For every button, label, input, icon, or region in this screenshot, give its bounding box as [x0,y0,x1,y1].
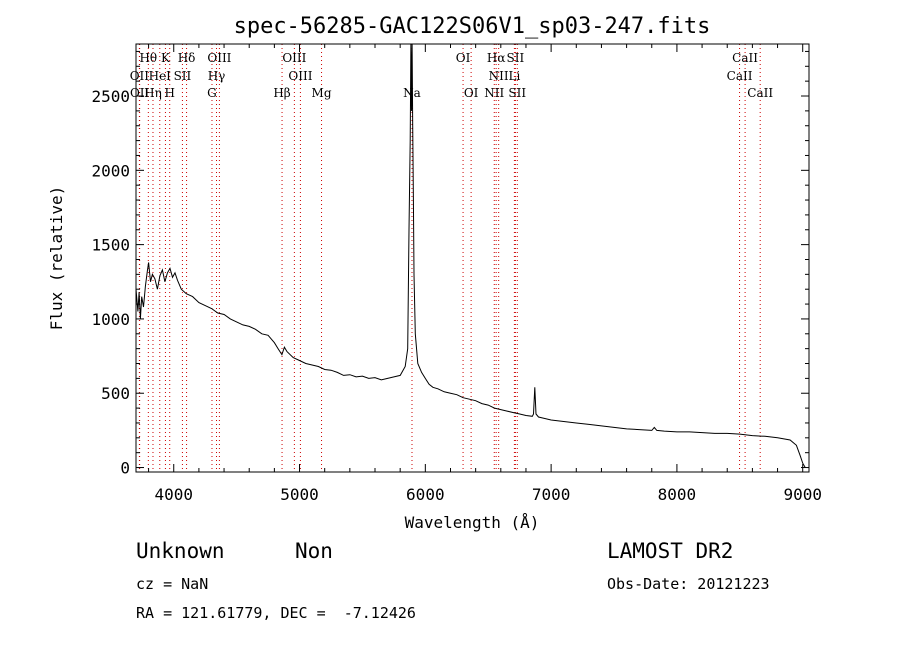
line-label: CaII [727,69,753,83]
spectrum-series [135,43,806,468]
line-label: Hγ [208,69,226,83]
line-label: NII [489,69,509,83]
y-axis: 0 500 1000 1500 2000 2500 [91,50,809,478]
class-label: Unknown [136,539,225,563]
chart-title: spec-56285-GAC122S06V1_sp03-247.fits [234,14,711,39]
emission-line-markers [138,44,761,472]
x-tick-label: 9000 [783,485,822,504]
x-tick-label: 5000 [280,485,319,504]
line-label: Mg [312,86,332,100]
line-label: G [207,86,217,100]
line-label: SII [508,86,526,100]
y-tick-label: 2500 [91,87,130,106]
line-label: Hδ [178,51,196,65]
x-tick-label: 8000 [658,485,697,504]
obs-date-label: Obs-Date: 20121223 [607,575,770,593]
line-label: K [161,51,171,65]
line-label: NII [484,86,504,100]
y-tick-label: 1500 [91,236,130,255]
x-axis-label: Wavelength (Å) [405,513,540,532]
line-label: Hθ [139,51,157,65]
line-label: SII [174,69,192,83]
coordinates-label: RA = 121.61779, DEC = -7.12426 [136,604,416,622]
line-label: OIII [282,51,306,65]
x-tick-label: 4000 [154,485,193,504]
line-label: CaII [747,86,773,100]
line-label: OIII [207,51,231,65]
line-label: OI [456,51,471,65]
line-label: Li [508,69,520,83]
x-tick-label: 7000 [532,485,571,504]
line-label: HeI [149,69,172,83]
y-tick-label: 0 [120,459,130,478]
x-axis: 4000 5000 6000 7000 8000 9000 [148,44,822,504]
line-label: Hη [144,86,162,100]
line-label: OI [464,86,479,100]
line-label: Hβ [273,86,290,100]
line-label: OII [130,69,150,83]
line-label: CaII [732,51,758,65]
line-label: H [164,86,174,100]
line-label: Hα [487,51,506,65]
survey-label: LAMOST DR2 [607,539,734,563]
line-label: OII [130,86,150,100]
x-tick-label: 6000 [406,485,445,504]
line-label: SII [507,51,525,65]
subclass-label: Non [295,539,333,563]
y-tick-label: 500 [101,384,130,403]
line-label: OIII [288,69,312,83]
y-tick-label: 1000 [91,310,130,329]
redshift-label: cz = NaN [136,575,209,593]
y-tick-label: 2000 [91,161,130,180]
y-axis-label: Flux (relative) [47,186,66,331]
plot-frame [135,43,810,473]
